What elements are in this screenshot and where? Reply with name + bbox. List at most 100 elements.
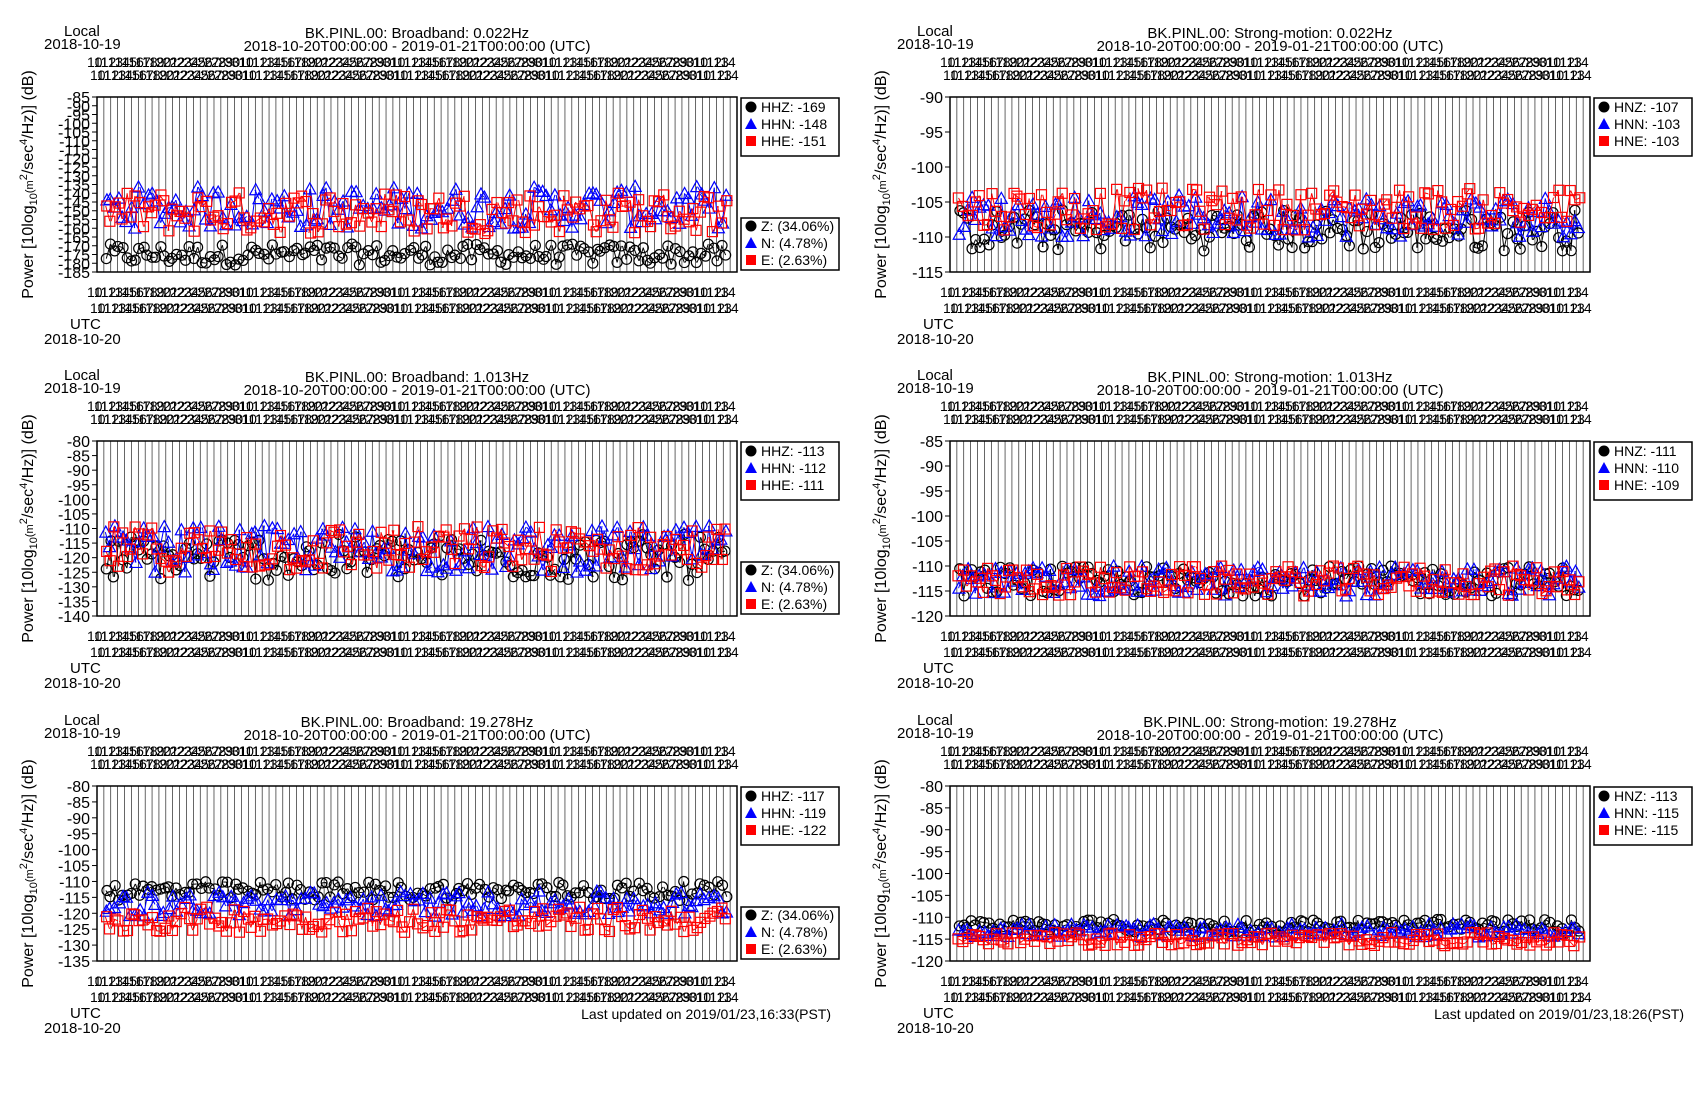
tick-label: 16 bbox=[431, 54, 447, 70]
tick-label: 23 bbox=[479, 54, 495, 70]
data-point bbox=[168, 192, 183, 206]
tick-label: 16 bbox=[128, 54, 144, 70]
tick-label: 17 bbox=[135, 54, 151, 70]
tick-label: 11 bbox=[248, 67, 263, 83]
utc-date-ticks: 1010111112121313141415151616171718181919… bbox=[940, 628, 1592, 660]
series-line bbox=[380, 260, 386, 263]
series-line bbox=[1175, 201, 1180, 203]
tick-label: 19 bbox=[152, 67, 168, 83]
local-date-label: 2018-10-19 bbox=[44, 380, 121, 397]
tick-label: 14 bbox=[417, 54, 433, 70]
tick-label: 31 bbox=[386, 67, 402, 83]
legend-entry: HHN: -148 bbox=[761, 116, 827, 132]
tick-label: 14 bbox=[1576, 644, 1592, 660]
tick-label: 10 bbox=[544, 67, 560, 83]
legend-entry: HHE: -151 bbox=[761, 133, 827, 149]
y-tick-label: -95 bbox=[920, 125, 943, 142]
series-line bbox=[625, 246, 631, 260]
tick-label: 14 bbox=[720, 284, 736, 300]
availability-entry: N: (4.78%) bbox=[761, 235, 828, 251]
tick-label: 14 bbox=[723, 300, 739, 316]
tick-label: 19 bbox=[303, 67, 319, 83]
series-line bbox=[1502, 233, 1509, 251]
series-line bbox=[350, 204, 357, 223]
tick-label: 12 bbox=[104, 67, 120, 83]
grid-lines bbox=[949, 97, 1591, 272]
series-line bbox=[213, 215, 219, 218]
tick-label: 30 bbox=[228, 67, 244, 83]
tick-label: 30 bbox=[376, 54, 392, 70]
tick-label: 10 bbox=[541, 54, 557, 70]
tick-label: 20 bbox=[459, 54, 475, 70]
tick-label: 27 bbox=[510, 67, 526, 83]
tick-label: 22 bbox=[173, 67, 189, 83]
legend-marker-z bbox=[1598, 101, 1610, 113]
tick-label: 25 bbox=[193, 67, 209, 83]
tick-label: 25 bbox=[342, 54, 358, 70]
series-line bbox=[697, 563, 703, 568]
series-line bbox=[1192, 188, 1197, 191]
tick-label: 27 bbox=[207, 67, 223, 83]
tick-label: 14 bbox=[266, 54, 282, 70]
legend-entry: HHZ: -113 bbox=[761, 443, 825, 459]
local-date-label: 2018-10-19 bbox=[897, 36, 974, 53]
tick-label: 21 bbox=[166, 67, 182, 83]
tick-label: 10 bbox=[390, 54, 406, 70]
y-tick-label: -140 bbox=[58, 609, 90, 626]
tick-label: 17 bbox=[438, 54, 454, 70]
series-line bbox=[1432, 236, 1437, 240]
tick-label: 26 bbox=[352, 67, 368, 83]
series-line bbox=[704, 196, 709, 199]
utc-date-label: 2018-10-20 bbox=[897, 331, 974, 348]
y-axis-label: Power [10log10(m2/sec4/Hz)] (dB) bbox=[18, 70, 40, 299]
tick-label: 24 bbox=[489, 67, 505, 83]
avail-marker-z bbox=[745, 220, 757, 232]
panel-subtitle: 2018-10-20T00:00:00 - 2019-01-21T00:00:0… bbox=[1097, 38, 1444, 55]
tick-label: 13 bbox=[565, 67, 581, 83]
series-line bbox=[466, 244, 473, 260]
tick-label: 12 bbox=[252, 54, 268, 70]
tick-label: 14 bbox=[572, 67, 588, 83]
tick-label: 30 bbox=[530, 67, 546, 83]
tick-label: 26 bbox=[500, 54, 516, 70]
y-tick-label: -105 bbox=[911, 195, 943, 212]
avail-marker-e bbox=[746, 599, 756, 609]
y-tick-label: -90 bbox=[920, 90, 943, 107]
tick-label: 23 bbox=[482, 67, 498, 83]
tick-label: 25 bbox=[496, 67, 512, 83]
tick-label: 31 bbox=[232, 54, 248, 70]
legend-marker-e bbox=[746, 136, 756, 146]
local-date-label: 2018-10-19 bbox=[44, 36, 121, 53]
data-point bbox=[448, 182, 463, 195]
tick-label: 24 bbox=[335, 54, 351, 70]
series-line bbox=[105, 205, 111, 222]
tick-label: 11 bbox=[400, 67, 415, 83]
tick-label: 30 bbox=[225, 54, 241, 70]
tick-label: 15 bbox=[276, 67, 292, 83]
tick-label: 24 bbox=[186, 67, 202, 83]
tick-label: 17 bbox=[290, 67, 306, 83]
y-axis-label: Power [10log10(m2/sec4/Hz)] (dB) bbox=[871, 70, 893, 299]
utc-date-ticks: 1010111112121313141415151616171718181919… bbox=[87, 628, 739, 660]
y-tick-label: -110 bbox=[912, 230, 943, 247]
tick-label: 25 bbox=[345, 67, 361, 83]
tick-label: 30 bbox=[527, 54, 543, 70]
series-line bbox=[1099, 235, 1105, 249]
series-line bbox=[1474, 227, 1479, 230]
local-date-ticks: 1010111112121313141415151616171718181919… bbox=[940, 398, 1592, 427]
legend-marker-e bbox=[1599, 136, 1609, 146]
tick-label: 15 bbox=[427, 67, 443, 83]
tick-label: 14 bbox=[723, 411, 739, 427]
availability-entry: Z: (34.06%) bbox=[761, 562, 834, 578]
tick-label: 31 bbox=[383, 54, 399, 70]
tick-label: 29 bbox=[524, 67, 540, 83]
tick-label: 26 bbox=[349, 54, 365, 70]
tick-label: 20 bbox=[156, 54, 172, 70]
utc-date-ticks: 1010111112121313141415151616171718181919… bbox=[87, 284, 739, 316]
legend-entry: HNZ: -107 bbox=[1614, 99, 1679, 115]
tick-label: 13 bbox=[108, 54, 124, 70]
tick-label: 22 bbox=[475, 67, 491, 83]
y-tick-labels: -80-85-90-95-100-105-110-115-120-125-130… bbox=[58, 434, 97, 626]
local-date-ticks: 1010111112121313141415151616171718181919… bbox=[87, 54, 739, 83]
